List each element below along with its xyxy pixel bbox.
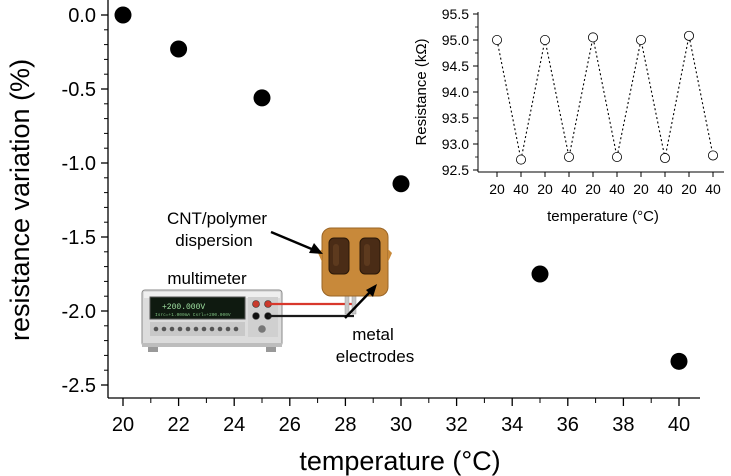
inset-y-ticks: 92.5 93.0 93.5 94.0 94.5 95.0 95.5 <box>442 6 478 178</box>
inset-y-tick-label: 95.5 <box>442 6 469 22</box>
inset-data-point <box>660 153 671 164</box>
main-data-point <box>670 352 688 370</box>
inset-data-point <box>516 154 527 165</box>
inset-y-tick-label: 92.5 <box>442 162 469 178</box>
inset-data-point <box>540 35 551 46</box>
main-x-tick-label: 26 <box>279 414 301 436</box>
inset-x-tick-label: 40 <box>561 181 577 197</box>
inset-data-point <box>612 151 623 162</box>
main-x-tick-label: 36 <box>557 414 579 436</box>
main-x-tick-label: 20 <box>112 414 134 436</box>
main-x-tick-label: 22 <box>167 414 189 436</box>
inset-x-tick-label: 20 <box>585 181 601 197</box>
inset-x-axis-title: temperature (°C) <box>547 208 659 225</box>
main-x-tick-label: 24 <box>223 414 245 436</box>
multimeter-illustration: +200.000V Isrc=+1.000mA Csrl=+200.000V <box>141 289 283 352</box>
inset-data-point <box>684 30 695 41</box>
inset-x-tick-label: 40 <box>657 181 673 197</box>
main-x-tick-label: 40 <box>668 414 690 436</box>
main-x-tick-label: 38 <box>612 414 634 436</box>
inset-y-tick-label: 93.0 <box>442 136 469 152</box>
inset-x-ticks: 20 40 20 40 20 40 20 40 20 40 <box>489 172 721 197</box>
main-x-tick-label: 28 <box>334 414 356 436</box>
inset-y-tick-label: 94.0 <box>442 84 469 100</box>
inset-y-tick-label: 94.5 <box>442 58 469 74</box>
main-y-tick-label: 0.0 <box>68 5 96 27</box>
inset-x-tick-label: 20 <box>633 181 649 197</box>
main-y-tick-label: -2.5 <box>62 375 96 397</box>
annotation-electrodes-line2: electrodes <box>336 347 414 366</box>
inset-data-point <box>564 151 575 162</box>
inset-x-tick-label: 20 <box>681 181 697 197</box>
inset-y-tick-label: 95.0 <box>442 32 469 48</box>
main-x-tick-label: 32 <box>445 414 467 436</box>
arrow-head-electrodes <box>366 284 377 297</box>
main-points <box>114 6 688 370</box>
annotation-multimeter: multimeter <box>167 269 247 288</box>
inset-points <box>491 30 719 165</box>
annotation-dispersion-line1: CNT/polymer <box>167 209 267 228</box>
main-y-axis-title: resistance variation (%) <box>5 59 35 341</box>
svg-text:Isrc=+1.000mA Csrl=+200.000V: Isrc=+1.000mA Csrl=+200.000V <box>155 312 231 318</box>
inset-y-axis-title: Resistance (kΩ) <box>413 38 430 145</box>
main-x-ticks: 20 22 24 26 28 30 32 34 36 38 40 <box>112 398 690 436</box>
main-data-point <box>531 265 549 283</box>
arrow-head-dispersion <box>309 243 323 254</box>
inset-data-point <box>708 150 719 161</box>
main-data-point <box>170 40 188 58</box>
main-x-tick-label: 30 <box>390 414 412 436</box>
inset-data-point <box>491 35 502 46</box>
main-y-tick-label: -1.0 <box>62 153 96 175</box>
main-x-axis-title: temperature (°C) <box>299 446 500 476</box>
main-y-tick-label: -1.5 <box>62 227 96 249</box>
annotation-electrodes-line1: metal <box>352 325 394 344</box>
inset-x-tick-label: 40 <box>609 181 625 197</box>
inset-x-tick-label: 40 <box>705 181 721 197</box>
inset-data-point <box>636 35 647 46</box>
svg-text:+200.000V: +200.000V <box>162 303 205 312</box>
annotation-dispersion-line2: dispersion <box>175 231 253 250</box>
main-data-point <box>253 89 271 107</box>
main-y-tick-label: -2.0 <box>62 301 96 323</box>
main-data-point <box>392 175 410 193</box>
inset-x-tick-label: 20 <box>537 181 553 197</box>
setup-photo: +200.000V Isrc=+1.000mA Csrl=+200.000V <box>141 209 414 366</box>
inset-y-tick-label: 93.5 <box>442 110 469 126</box>
inset-data-point <box>588 32 599 43</box>
main-x-tick-label: 34 <box>501 414 523 436</box>
main-data-point <box>114 6 132 24</box>
main-chart: 0.0 -0.5 -1.0 -1.5 -2.0 -2.5 20 22 24 26 28 30 32 34… <box>5 0 700 476</box>
inset-x-tick-label: 40 <box>513 181 529 197</box>
main-y-ticks: 0.0 -0.5 -1.0 -1.5 -2.0 -2.5 <box>62 5 108 397</box>
sample-illustration <box>318 227 392 315</box>
inset-series-line <box>496 35 714 160</box>
inset-chart: 92.5 93.0 93.5 94.0 94.5 95.0 95.5 20 40 20 40 20 4… <box>413 6 724 225</box>
main-y-tick-label: -0.5 <box>62 79 96 101</box>
inset-x-tick-label: 20 <box>489 181 505 197</box>
annotation-arrows <box>270 230 371 319</box>
